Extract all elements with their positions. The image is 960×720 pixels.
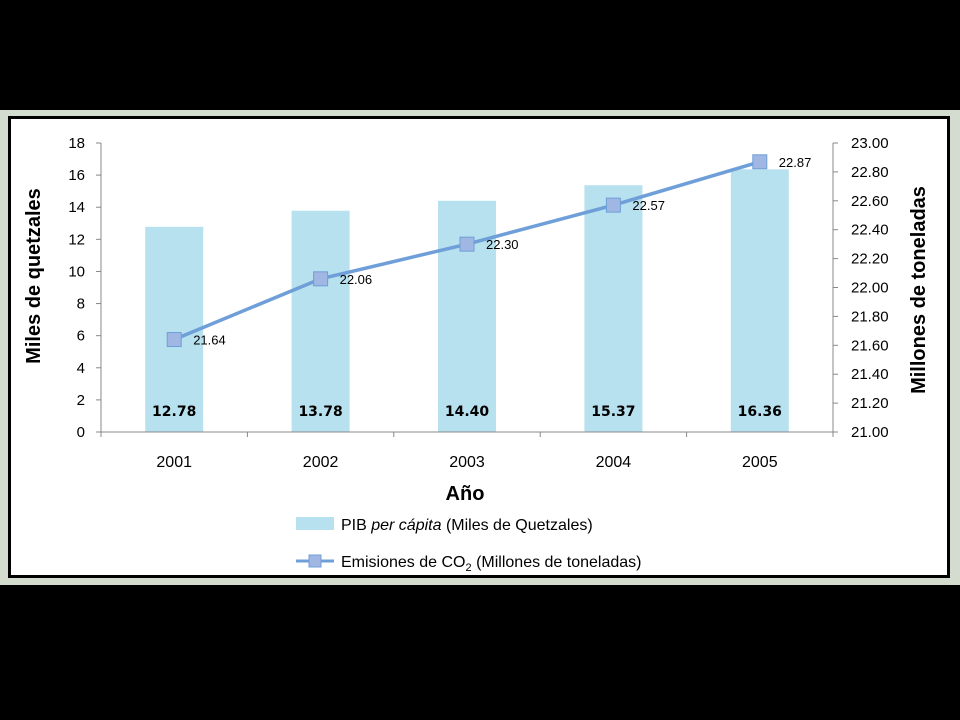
y2-axis-title: Millones de toneladas bbox=[908, 186, 930, 394]
bar-value-label: 14.40 bbox=[445, 404, 490, 420]
bar-value-label: 16.36 bbox=[738, 404, 782, 420]
x-tick-label: 2005 bbox=[742, 454, 778, 471]
legend-line-marker bbox=[308, 554, 322, 568]
legend-line-label: Emisiones de CO2 (Millones de toneladas) bbox=[341, 554, 642, 574]
bars-layer: 12.78 13.78 14.40 15.37 16.36 bbox=[145, 169, 789, 432]
y-tick-label: 18 bbox=[68, 135, 85, 152]
ticks-layer: 0 2 4 6 8 10 12 14 16 18 21.00 21.20 21.40 21.60 21.80… bbox=[68, 135, 888, 471]
y-tick-label: 0 bbox=[77, 424, 85, 441]
line-layer: 21.64 22.06 22.30 22.57 22.87 bbox=[166, 154, 812, 348]
x-tick-label: 2002 bbox=[303, 454, 339, 471]
x-tick-label: 2003 bbox=[449, 454, 485, 471]
bar-value-label: 15.37 bbox=[591, 404, 635, 420]
y-axis-title: Miles de quetzales bbox=[23, 188, 45, 364]
y-tick-label: 10 bbox=[68, 263, 85, 280]
bar-value-label: 13.78 bbox=[298, 404, 342, 420]
y2-tick-label: 21.60 bbox=[851, 337, 889, 354]
y-tick-label: 16 bbox=[68, 167, 85, 184]
y-tick-label: 6 bbox=[77, 328, 85, 345]
bar-2001 bbox=[145, 226, 204, 432]
emissions-point-2001 bbox=[166, 332, 182, 348]
y2-tick-label: 23.00 bbox=[851, 135, 889, 152]
y-tick-label: 14 bbox=[68, 199, 85, 216]
x-tick-label: 2001 bbox=[156, 454, 192, 471]
emissions-value-label: 22.87 bbox=[779, 155, 812, 170]
bar-2003 bbox=[438, 200, 496, 432]
y-tick-label: 2 bbox=[77, 392, 85, 409]
emissions-value-label: 22.30 bbox=[486, 237, 519, 252]
y-tick-label: 8 bbox=[77, 296, 85, 313]
legend-bar-label: PIB per cápita (Miles de Quetzales) bbox=[341, 517, 593, 534]
bar-value-label: 12.78 bbox=[152, 404, 196, 420]
emissions-point-2002 bbox=[313, 271, 329, 287]
emissions-point-2005 bbox=[752, 154, 768, 170]
x-tick-label: 2004 bbox=[596, 454, 632, 471]
y-tick-label: 12 bbox=[68, 231, 85, 248]
emissions-value-label: 21.64 bbox=[193, 333, 226, 348]
y-tick-label: 4 bbox=[77, 360, 85, 377]
emissions-point-2003 bbox=[459, 236, 475, 252]
bar-2004 bbox=[584, 185, 643, 432]
y2-tick-label: 22.40 bbox=[851, 222, 889, 239]
y2-tick-label: 21.00 bbox=[851, 424, 889, 441]
emissions-value-label: 22.06 bbox=[340, 272, 373, 287]
bar-2002 bbox=[291, 210, 350, 432]
y2-tick-label: 21.80 bbox=[851, 308, 889, 325]
emissions-value-label: 22.57 bbox=[632, 198, 665, 213]
y2-tick-label: 21.40 bbox=[851, 366, 889, 383]
y2-tick-label: 22.80 bbox=[851, 164, 889, 181]
legend-bar-swatch bbox=[296, 517, 334, 530]
y2-tick-label: 22.60 bbox=[851, 193, 889, 210]
y2-tick-label: 21.20 bbox=[851, 395, 889, 412]
bar-2005 bbox=[730, 169, 789, 432]
emissions-point-2004 bbox=[605, 197, 621, 213]
x-axis-title: Año bbox=[446, 483, 485, 505]
legend: PIB per cápita (Miles de Quetzales) Emis… bbox=[296, 517, 642, 574]
y2-tick-label: 22.00 bbox=[851, 280, 889, 297]
y2-tick-label: 22.20 bbox=[851, 251, 889, 268]
